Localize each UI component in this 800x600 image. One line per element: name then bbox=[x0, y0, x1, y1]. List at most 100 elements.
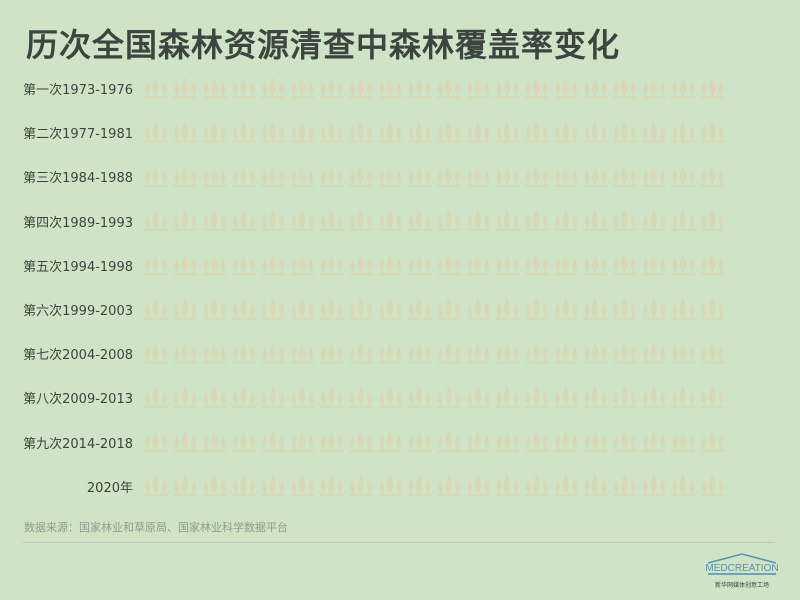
tree-icon bbox=[290, 342, 315, 364]
tree-icon bbox=[524, 77, 549, 99]
tree-icon bbox=[319, 474, 344, 497]
tree-icon bbox=[583, 209, 608, 232]
tree-icon bbox=[261, 209, 286, 232]
tree-icon bbox=[466, 386, 491, 408]
tree-icon bbox=[583, 474, 608, 497]
tree-icon bbox=[642, 77, 667, 99]
tree-icon bbox=[612, 253, 637, 276]
tree-icon bbox=[378, 342, 403, 364]
tree-icon bbox=[144, 386, 168, 408]
tree-icon bbox=[495, 298, 520, 320]
tree-icon bbox=[202, 77, 227, 99]
tree-icon bbox=[554, 77, 579, 99]
tree-icon bbox=[642, 474, 667, 497]
tree-icon bbox=[290, 77, 315, 99]
tree-icon bbox=[261, 298, 286, 320]
tree-icon bbox=[202, 165, 227, 187]
tree-icon bbox=[700, 253, 725, 276]
tree-icon bbox=[583, 430, 608, 453]
tree-icon bbox=[612, 430, 637, 453]
tree-icon bbox=[700, 121, 725, 143]
tree-icon bbox=[144, 77, 168, 99]
tree-icon bbox=[495, 430, 520, 453]
tree-icon bbox=[378, 253, 403, 276]
row-label: 第二次1977-1981 bbox=[23, 127, 133, 143]
tree-icon bbox=[495, 474, 520, 497]
tree-icon bbox=[144, 209, 168, 232]
tree-icon bbox=[319, 121, 344, 143]
tree-icon bbox=[407, 298, 432, 320]
tree-icon bbox=[173, 342, 198, 364]
tree-icon bbox=[524, 298, 549, 320]
tree-icon bbox=[290, 209, 315, 232]
tree-icon bbox=[671, 342, 696, 364]
tree-icon bbox=[173, 298, 198, 320]
tree-icon bbox=[173, 430, 198, 453]
tree-icon bbox=[554, 298, 579, 320]
tree-icon bbox=[290, 386, 315, 408]
tree-icon bbox=[554, 430, 579, 453]
tree-icon bbox=[407, 121, 432, 143]
tree-icon bbox=[495, 165, 520, 187]
tree-icon bbox=[349, 209, 374, 232]
tree-icon bbox=[378, 386, 403, 408]
tree-icon bbox=[231, 298, 256, 320]
tree-icon bbox=[231, 165, 256, 187]
tree-icon bbox=[642, 386, 667, 408]
tree-icon bbox=[202, 474, 227, 497]
tree-icon bbox=[524, 253, 549, 276]
tree-icon bbox=[378, 165, 403, 187]
tree-icon bbox=[261, 386, 286, 408]
tree-icon bbox=[319, 430, 344, 453]
tree-icon bbox=[407, 342, 432, 364]
tree-icon bbox=[583, 298, 608, 320]
tree-icon bbox=[437, 430, 461, 453]
tree-icon bbox=[202, 209, 227, 232]
tree-icon bbox=[583, 386, 608, 408]
tree-icon bbox=[202, 121, 227, 143]
tree-icon bbox=[349, 121, 374, 143]
tree-icon bbox=[554, 253, 579, 276]
tree-icon bbox=[495, 253, 520, 276]
tree-icon bbox=[466, 253, 491, 276]
tree-icon bbox=[700, 165, 725, 187]
data-source: 数据来源：国家林业和草原局、国家林业科学数据平台 bbox=[24, 521, 288, 534]
tree-icon bbox=[554, 386, 579, 408]
tree-icon bbox=[202, 386, 227, 408]
tree-icon bbox=[261, 342, 286, 364]
tree-icon bbox=[437, 121, 461, 143]
tree-icon bbox=[466, 298, 491, 320]
tree-icon bbox=[671, 298, 696, 320]
tree-icon bbox=[700, 209, 725, 232]
tree-icon bbox=[466, 77, 491, 99]
row-label: 第一次1973-1976 bbox=[23, 83, 133, 98]
tree-icon bbox=[349, 165, 374, 187]
tree-icon bbox=[290, 121, 315, 143]
tree-icon bbox=[144, 342, 168, 364]
row-label: 第八次2009-2013 bbox=[23, 392, 133, 408]
tree-icon bbox=[231, 342, 256, 364]
tree-icon bbox=[583, 342, 608, 364]
tree-icon bbox=[261, 77, 286, 99]
tree-icon bbox=[173, 253, 198, 276]
tree-icon bbox=[612, 386, 637, 408]
tree-icon bbox=[554, 209, 579, 232]
tree-icon bbox=[319, 342, 344, 364]
tree-icon bbox=[612, 121, 637, 143]
tree-icon bbox=[583, 77, 608, 99]
tree-icon bbox=[290, 165, 315, 187]
tree-icon bbox=[554, 121, 579, 143]
tree-icon bbox=[378, 474, 403, 497]
logo-icon: MEDCREATION bbox=[705, 553, 779, 575]
tree-icon bbox=[290, 298, 315, 320]
tree-icon bbox=[231, 386, 256, 408]
tree-icon bbox=[231, 77, 256, 99]
tree-icon bbox=[349, 474, 374, 497]
tree-icon bbox=[612, 165, 637, 187]
svg-text:MEDCREATION: MEDCREATION bbox=[706, 563, 778, 574]
tree-icon bbox=[524, 209, 549, 232]
tree-icon bbox=[642, 209, 667, 232]
tree-icon bbox=[437, 77, 461, 99]
tree-icon bbox=[524, 430, 549, 453]
